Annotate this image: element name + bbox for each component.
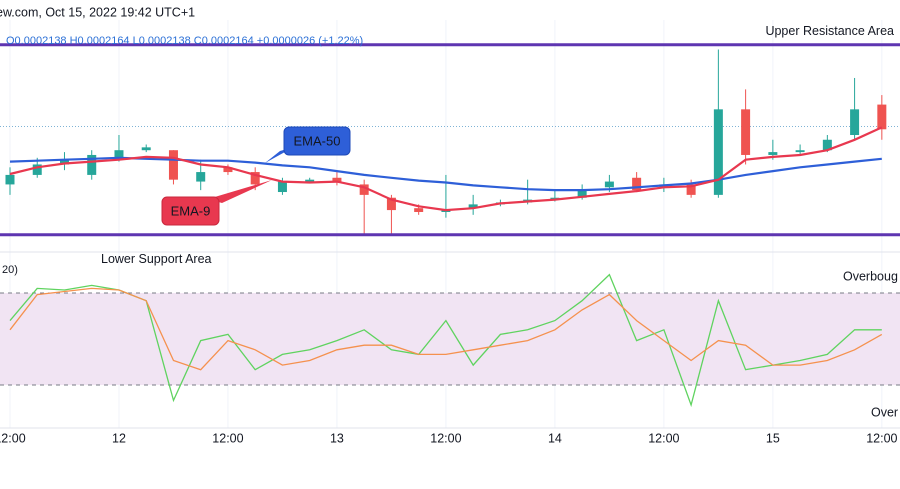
candle-body [686, 184, 696, 195]
band-label: Overboug [843, 269, 898, 283]
candle-body [386, 197, 396, 211]
x-tick-label: 12:00 [648, 431, 679, 445]
stochastic-line [9, 273, 882, 408]
candle-body [59, 159, 69, 165]
candle-body [877, 104, 887, 130]
candle-body [713, 109, 723, 195]
candle-body [577, 190, 587, 198]
ohlc-legend: O0.0002138 H0.0002164 L0.0002138 C0.0002… [6, 35, 363, 47]
candle-body [414, 208, 424, 212]
stochastic-title: 20) [2, 264, 18, 276]
stochastic-line [9, 287, 883, 371]
callout-pointer [208, 180, 272, 203]
candle-body [87, 154, 97, 175]
x-tick-label: 12 [112, 431, 126, 445]
candle-body [168, 150, 178, 180]
candle-body [141, 147, 151, 151]
band-label: Over [871, 405, 898, 419]
level-label: Upper Resistance Area [765, 24, 894, 38]
x-tick-label: 12:00 [0, 431, 26, 445]
callout-label: EMA-50 [294, 133, 341, 148]
candle-body [795, 150, 805, 153]
candle-body [468, 204, 478, 209]
candle-body [305, 179, 315, 182]
level-label: Lower Support Area [101, 252, 212, 266]
candle-body [277, 181, 287, 193]
candle-body [359, 184, 369, 195]
candle-body [196, 172, 206, 182]
candle-body [741, 109, 751, 155]
candle-body [822, 139, 832, 151]
candle-body [332, 177, 342, 183]
callout-box [161, 196, 220, 226]
grid [9, 20, 883, 428]
chart-source: ew.com, Oct 15, 2022 19:42 UTC+1 [0, 5, 195, 19]
callout-box [283, 126, 351, 156]
x-tick-label: 12:00 [212, 431, 243, 445]
candle-body [632, 177, 642, 191]
candle-body [32, 164, 42, 175]
x-tick-label: 13 [330, 431, 344, 445]
ema-line [9, 126, 883, 212]
x-tick-label: 12:00 [866, 431, 897, 445]
candle-body [768, 152, 778, 155]
price-pane [0, 43, 900, 237]
stochastic-pane [0, 273, 900, 408]
candle-body [850, 109, 860, 135]
candle-body [223, 167, 233, 173]
x-tick-label: 12:00 [430, 431, 461, 445]
band-fill [0, 293, 900, 386]
x-tick-label: 14 [548, 431, 562, 445]
candle-body [604, 181, 614, 188]
x-tick-label: 15 [766, 431, 780, 445]
callout-label: EMA-9 [171, 203, 211, 218]
candle-body [5, 174, 15, 185]
ema-line [9, 156, 882, 192]
candle-body [250, 172, 260, 185]
candle-body [114, 150, 124, 158]
